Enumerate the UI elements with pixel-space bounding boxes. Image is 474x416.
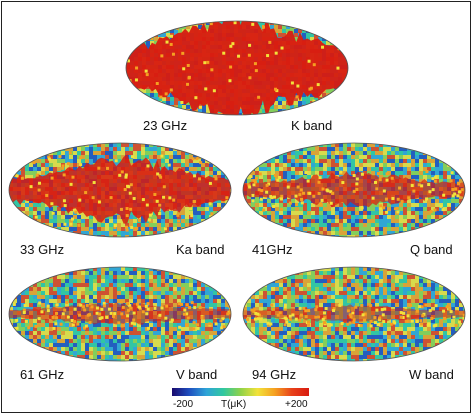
map-q-band-outline	[242, 142, 466, 238]
temperature-colorbar	[172, 388, 309, 396]
map-v-band-label: V band	[176, 367, 218, 382]
map-k-frequency-label: 23 GHz	[143, 118, 188, 133]
map-w-band-label: W band	[409, 367, 454, 382]
map-v-band-outline	[8, 266, 232, 362]
map-w-frequency-label: 94 GHz	[252, 367, 297, 382]
map-ka-band-outline	[8, 142, 232, 238]
map-q-frequency-label: 41GHz	[252, 242, 293, 257]
galactic-plane	[9, 302, 231, 325]
colorbar-unit-label: T(μK)	[221, 399, 247, 410]
colorbar-min-label: -200	[173, 399, 194, 410]
galactic-plane	[126, 21, 348, 115]
map-w-band-outline	[242, 266, 466, 362]
map-ka-band	[9, 143, 231, 237]
map-q-band	[243, 143, 465, 237]
map-ka-band-label: Ka band	[176, 242, 225, 257]
colorbar-max-label: +200	[285, 399, 308, 410]
map-ka-frequency-label: 33 GHz	[20, 242, 65, 257]
map-v-frequency-label: 61 GHz	[20, 367, 65, 382]
map-q-band-label: Q band	[410, 242, 453, 257]
map-k-band-label: K band	[291, 118, 333, 133]
map-k-band	[126, 21, 348, 115]
map-k-band-outline	[125, 20, 349, 116]
